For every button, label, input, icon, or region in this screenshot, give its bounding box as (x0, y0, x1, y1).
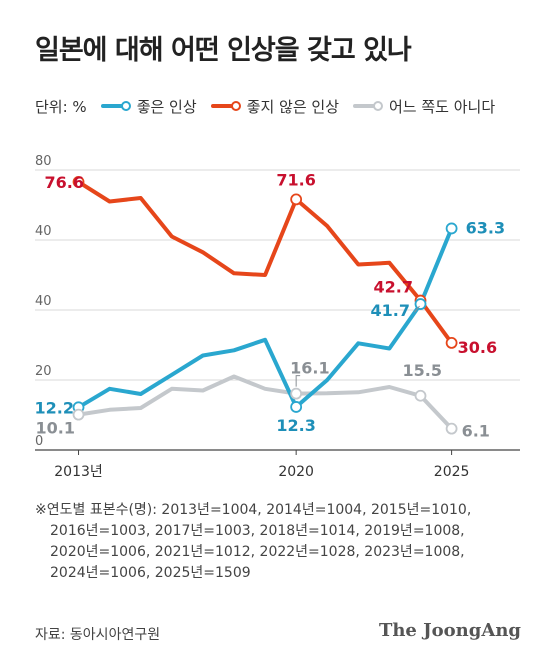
data-label: 30.6 (458, 338, 497, 357)
data-point-marker (445, 336, 458, 349)
leader-line (414, 305, 420, 313)
data-label: 42.7 (374, 278, 413, 297)
legend-item-neither: 어느 쪽도 아니다 (353, 96, 495, 117)
legend-item-bad: 좋지 않은 인상 (210, 96, 339, 117)
footnote-line: 2024년=1006, 2025년=1509 (50, 565, 251, 581)
data-point-marker (290, 387, 303, 400)
data-point-marker (72, 408, 85, 421)
legend-item-good: 좋은 인상 (100, 96, 197, 117)
data-label: 76.6 (45, 173, 84, 192)
legend: 단위: % 좋은 인상 좋지 않은 인상 어느 쪽도 아니다 (35, 96, 509, 116)
brand-logo: The JoongAng (378, 620, 521, 641)
footnote: ※연도별 표본수(명): 2013년=1004, 2014년=1004, 201… (35, 500, 535, 584)
legend-label-good: 좋은 인상 (136, 97, 197, 116)
legend-swatch-neither (353, 101, 383, 111)
footnote-line: ※연도별 표본수(명): 2013년=1004, 2014년=1004, 201… (35, 502, 472, 518)
data-label: 12.2 (35, 398, 74, 417)
legend-swatch-bad (210, 101, 241, 111)
x-tick-label: 2025 (434, 464, 470, 480)
data-label: 41.7 (371, 301, 410, 320)
data-label: 12.3 (276, 416, 315, 435)
leader-line (295, 375, 301, 387)
data-label: 10.1 (36, 419, 75, 438)
data-label: 63.3 (466, 218, 505, 237)
x-tick-label: 2013년 (54, 464, 103, 480)
legend-label-neither: 어느 쪽도 아니다 (389, 97, 496, 116)
footnote-line: 2016년=1003, 2017년=1003, 2018년=1014, 2019… (50, 523, 465, 539)
source-note: 자료: 동아시아연구원 (35, 627, 161, 643)
data-label: 15.5 (403, 361, 442, 380)
legend-label-bad: 좋지 않은 인상 (246, 97, 339, 116)
footnote-line: 2020년=1006, 2021년=1012, 2022년=1028, 2023… (50, 544, 465, 560)
series-line-good (76, 226, 454, 410)
data-point-marker (290, 401, 303, 413)
data-point-marker (445, 222, 458, 235)
y-tick-label: 20 (35, 364, 52, 379)
data-label: 71.6 (276, 170, 315, 189)
data-point-marker (290, 193, 303, 206)
y-tick-label: 0 (35, 434, 43, 449)
data-point-marker (445, 422, 458, 435)
data-label: 6.1 (462, 422, 490, 441)
y-tick-label: 40 (35, 294, 52, 309)
y-tick-label: 80 (35, 154, 52, 169)
x-tick-label: 2020 (278, 464, 314, 480)
unit-label: 단위: % (35, 97, 87, 116)
data-point-marker (72, 175, 85, 188)
data-label: 16.1 (290, 359, 329, 378)
data-point-marker (414, 389, 427, 402)
chart-title: 일본에 대해 어떤 인상을 갖고 있나 (35, 35, 412, 66)
legend-swatch-good (100, 101, 131, 111)
y-tick-label: 40 (35, 224, 52, 239)
series-line-bad (76, 179, 454, 345)
data-point-marker (414, 298, 427, 310)
series-line-neither (76, 374, 454, 431)
